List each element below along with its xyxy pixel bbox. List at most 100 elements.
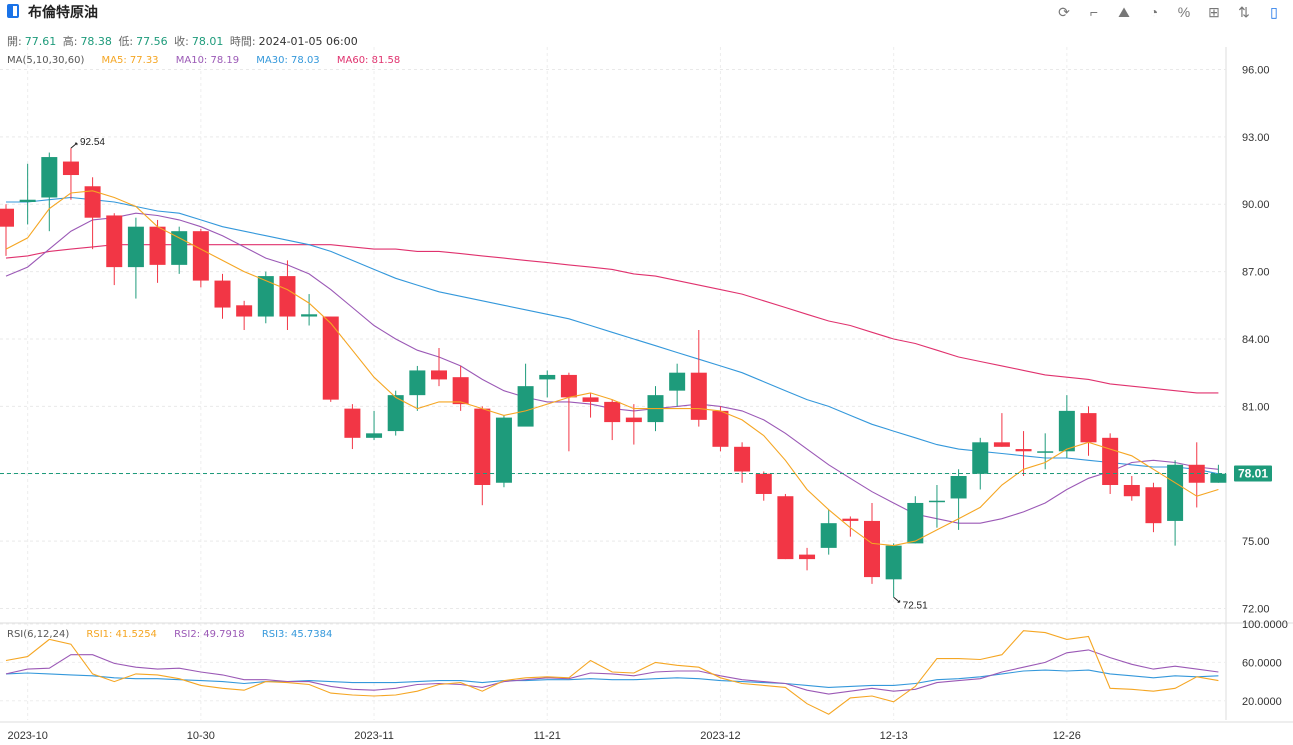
rsi-tick-label: 100.0000: [1242, 619, 1288, 631]
open-value: 77.61: [24, 35, 57, 48]
min-arrow: [893, 596, 901, 603]
candle: [560, 372, 577, 452]
candle-body: [1037, 451, 1054, 453]
rsi2-legend: RSI2: 49.7918: [174, 629, 245, 640]
candle: [712, 406, 729, 452]
price-tick-label: 81.00: [1242, 401, 1270, 413]
candle-body: [1058, 410, 1075, 452]
candle: [409, 365, 426, 411]
rsi3-line: [5, 669, 1219, 688]
candle-body: [452, 377, 469, 405]
time-tick-label: 2023-10: [7, 730, 47, 742]
candle-body: [690, 372, 707, 420]
toolbar: ⟳ ⌐ ⛰ ◔% ⊞ ⇅ ▯: [1053, 2, 1285, 22]
rsi2-line: [5, 649, 1219, 695]
candle-body: [799, 554, 816, 560]
candle-body: [625, 417, 642, 423]
candle: [1102, 433, 1119, 494]
candle-body: [322, 316, 339, 400]
price-tick-label: 90.00: [1242, 199, 1270, 211]
candle: [885, 543, 902, 598]
candle: [41, 152, 58, 232]
candle-body: [885, 545, 902, 580]
ma30-legend: MA30: 78.03: [256, 55, 320, 66]
candle: [1015, 431, 1032, 477]
candle: [625, 404, 642, 445]
candle: [62, 148, 79, 200]
ma-legend: MA(5,10,30,60) MA5: 77.33 MA10: 78.19 MA…: [7, 55, 414, 66]
ma10-line: [5, 212, 1219, 524]
last-price-label: 78.01: [1238, 467, 1268, 481]
candle: [452, 365, 469, 411]
candle: [820, 509, 837, 555]
candle-body: [864, 520, 880, 578]
candle: [669, 363, 686, 407]
candle: [344, 404, 361, 450]
time-value: 2024-01-05 06:00: [258, 35, 358, 48]
candle: [322, 316, 339, 402]
candle-body: [820, 523, 837, 548]
candle: [972, 437, 989, 490]
chart-type-icon[interactable]: ⛰: [1118, 3, 1130, 20]
time-label: 時間:: [229, 35, 256, 48]
candle-body: [1102, 437, 1119, 485]
last-price-tag: [1234, 465, 1272, 482]
compare-icon[interactable]: ⇅: [1238, 3, 1250, 20]
candle: [928, 484, 945, 528]
rsi1-legend: RSI1: 41.5254: [86, 629, 157, 640]
price-tick-label: 75.00: [1242, 536, 1270, 548]
candle-body: [950, 476, 967, 499]
candle-body: [41, 157, 58, 198]
panel-toggle-icon[interactable]: [7, 4, 19, 18]
candle: [0, 204, 14, 256]
candle: [171, 226, 188, 274]
candle: [387, 390, 404, 436]
candle: [495, 415, 512, 488]
rsi-legend: RSI(6,12,24) RSI1: 41.5254 RSI2: 49.7918…: [7, 629, 346, 640]
ma60-legend: MA60: 81.58: [336, 55, 401, 66]
pie-icon[interactable]: ◔: [1149, 4, 1159, 20]
candle: [257, 271, 274, 324]
panel-icon[interactable]: ▯: [1270, 3, 1278, 20]
candle-body: [236, 305, 253, 317]
candle-body: [1167, 464, 1184, 521]
time-tick-label: 2023-11: [354, 730, 394, 742]
candle: [907, 496, 924, 544]
candle-body: [907, 502, 924, 544]
candle: [1188, 442, 1205, 508]
candle-body: [560, 374, 577, 398]
candle: [474, 406, 491, 506]
time-tick-label: 10-30: [187, 730, 215, 742]
candle-body: [301, 314, 318, 317]
candle-body: [495, 417, 512, 483]
candle-body: [149, 226, 166, 265]
candle: [279, 260, 296, 331]
candle: [582, 392, 599, 418]
percent-icon[interactable]: %: [1177, 4, 1191, 20]
candle-body: [366, 433, 383, 438]
candle-body: [474, 408, 491, 485]
candle-body: [712, 410, 729, 447]
candle: [777, 493, 794, 560]
refresh-icon[interactable]: ⟳: [1058, 3, 1070, 20]
candle: [431, 347, 447, 387]
low-value: 77.56: [136, 35, 168, 48]
candle: [84, 177, 101, 250]
candle: [106, 213, 123, 286]
candle-body: [344, 408, 361, 438]
candle: [539, 370, 556, 398]
candle-body: [777, 496, 794, 560]
draw-icon[interactable]: ⌐: [1089, 4, 1099, 20]
candle-body: [1145, 487, 1162, 524]
candle: [1123, 476, 1140, 501]
candle-body: [842, 518, 859, 521]
candle: [366, 410, 383, 441]
price-tick-label: 87.00: [1242, 267, 1270, 279]
candle-body: [582, 397, 599, 402]
high-label: 高:: [62, 35, 78, 48]
candle-body: [127, 226, 144, 268]
candle-body: [734, 446, 751, 472]
candle-body: [19, 199, 36, 202]
layout-icon[interactable]: ⊞: [1208, 3, 1220, 20]
